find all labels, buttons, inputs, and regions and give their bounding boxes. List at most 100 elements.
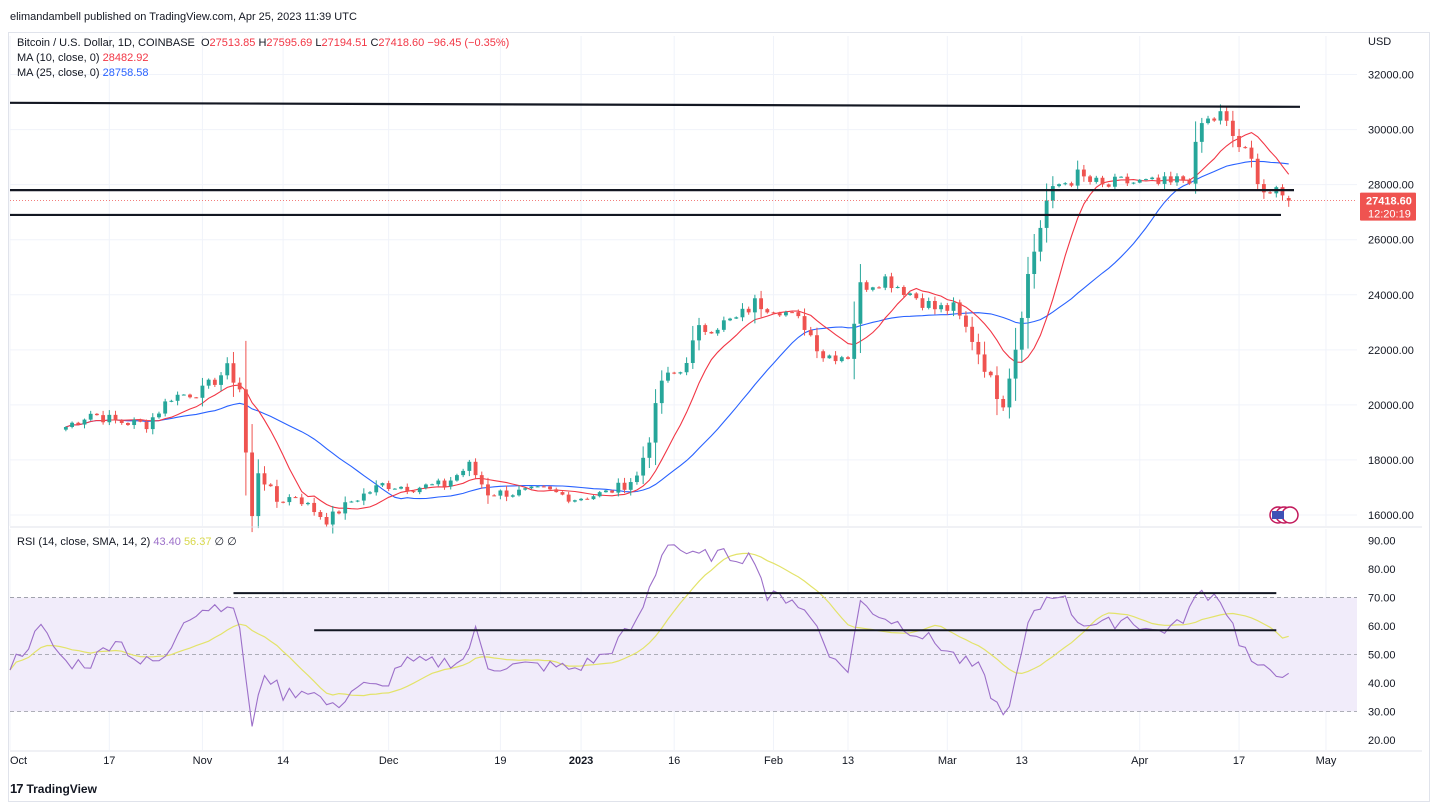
candle <box>548 485 552 492</box>
price-tick-label: 30000.00 <box>1368 125 1414 137</box>
candle <box>281 501 286 504</box>
candle <box>579 497 584 502</box>
candle-body <box>591 496 596 500</box>
candle <box>448 476 453 490</box>
candle <box>194 396 199 399</box>
candle-body <box>337 511 341 514</box>
candle <box>641 446 646 485</box>
candle-body <box>1243 147 1248 149</box>
candle <box>734 316 739 319</box>
candle-body <box>535 486 540 488</box>
candle <box>1026 256 1030 349</box>
candle-body <box>206 379 211 386</box>
candle <box>777 311 782 317</box>
candle-body <box>442 480 447 487</box>
candle <box>572 499 577 503</box>
candle-body <box>579 498 584 501</box>
candle <box>1230 110 1235 148</box>
ma25-value: 28758.58 <box>102 67 149 79</box>
candle-body <box>492 495 497 497</box>
high-value: 27595.69 <box>266 37 313 49</box>
candle-body <box>188 394 192 398</box>
candle-body <box>939 305 944 310</box>
candle-body <box>1007 378 1012 408</box>
candle-body <box>94 413 99 416</box>
candle-body <box>877 287 881 289</box>
candle <box>107 410 112 426</box>
candle-body <box>678 372 683 374</box>
candle-body <box>783 312 788 316</box>
candle-body <box>759 298 764 310</box>
candle <box>312 497 317 516</box>
candle-body <box>647 442 652 458</box>
candle <box>529 486 534 490</box>
candle-body <box>318 512 323 517</box>
candle <box>908 292 912 296</box>
candle-body <box>479 475 484 485</box>
candle <box>982 341 987 378</box>
candle-body <box>405 486 410 492</box>
candle <box>1280 184 1285 201</box>
open-value: 27513.85 <box>209 37 256 49</box>
candle-body <box>88 413 93 420</box>
candle <box>225 357 230 380</box>
candle <box>535 485 540 488</box>
candle-body <box>951 302 956 311</box>
candle <box>1224 105 1229 126</box>
candle <box>1249 140 1254 168</box>
candle-body <box>964 315 968 327</box>
candle <box>76 421 81 426</box>
candle <box>361 488 366 506</box>
candle-body <box>697 325 701 341</box>
candle <box>461 468 466 478</box>
candle-body <box>461 470 466 476</box>
candle <box>1050 176 1055 209</box>
candle-body <box>1088 176 1093 182</box>
candle <box>436 478 441 487</box>
tradingview-logo[interactable]: 17 TradingView <box>10 781 97 796</box>
rsi-sma-value: 56.37 <box>183 536 212 548</box>
ma25-series-line <box>65 160 1289 500</box>
candle-body <box>616 482 621 493</box>
candle <box>368 491 372 495</box>
candle <box>659 370 664 414</box>
candle <box>1032 233 1037 289</box>
candle-body <box>1137 179 1142 183</box>
symbol-legend[interactable]: Bitcoin / U.S. Dollar, 1D, COINBASE O275… <box>17 37 509 49</box>
candle <box>895 285 900 289</box>
candle-body <box>889 276 894 289</box>
rsi-legend[interactable]: RSI (14, close, SMA, 14, 2) 43.40 56.37 … <box>17 535 237 548</box>
candle-body <box>1162 176 1167 184</box>
candle <box>957 299 962 320</box>
ma25-legend[interactable]: MA (25, close, 0) 28758.58 <box>17 67 149 79</box>
rsi-tick-label: 30.00 <box>1368 707 1396 719</box>
candle <box>684 357 689 376</box>
candle-body <box>157 413 161 418</box>
candle-body <box>970 326 975 342</box>
candle <box>1237 128 1241 152</box>
candle <box>914 292 919 300</box>
candle <box>678 371 683 375</box>
candle <box>417 486 422 495</box>
ma10-legend[interactable]: MA (10, close, 0) 28482.92 <box>17 52 149 64</box>
candle-body <box>622 482 627 490</box>
candle-body <box>107 414 112 423</box>
candle <box>1007 368 1012 419</box>
close-label: C <box>370 37 379 49</box>
rsi-sma-series-line <box>9 552 1289 697</box>
candle-body <box>194 397 199 399</box>
candle-body <box>411 491 416 493</box>
candle <box>1274 185 1279 198</box>
candle <box>690 325 695 369</box>
candle <box>870 286 875 292</box>
candle <box>510 494 515 498</box>
time-tick-label: Apr <box>1131 755 1148 767</box>
candle <box>212 377 217 388</box>
candle <box>132 417 137 429</box>
candle-body <box>498 490 503 496</box>
candle <box>883 274 888 291</box>
candle <box>901 285 906 298</box>
candle <box>473 458 478 479</box>
candle <box>541 485 546 488</box>
